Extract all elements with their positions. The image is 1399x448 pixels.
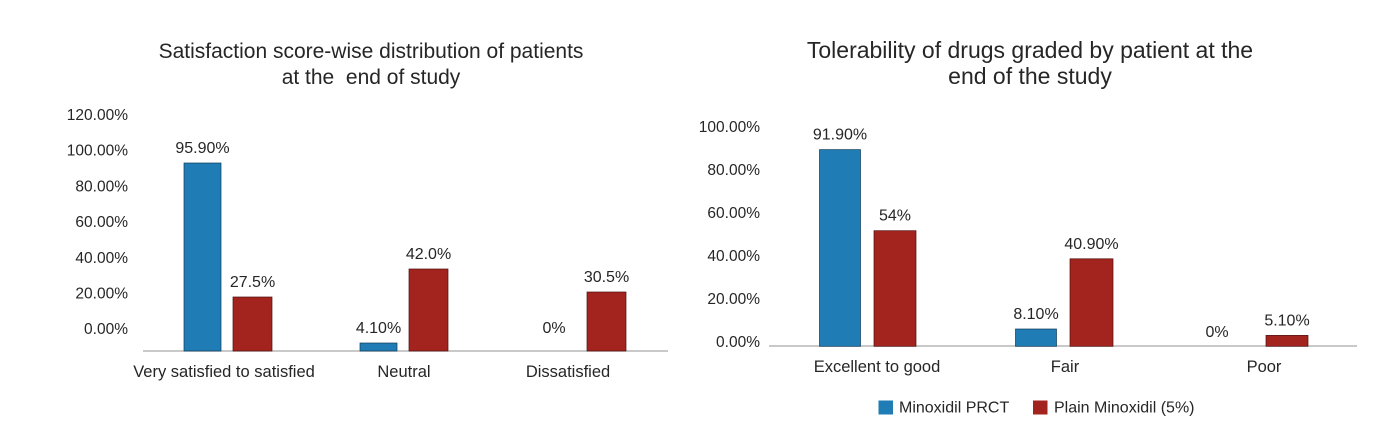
svg-text:0.00%: 0.00% bbox=[84, 321, 128, 338]
svg-text:at the end of study: at the end of study bbox=[282, 66, 461, 89]
svg-text:40.00%: 40.00% bbox=[75, 250, 128, 267]
svg-text:Tolerability of drugs graded b: Tolerability of drugs graded by patient … bbox=[807, 37, 1253, 63]
svg-text:Very satisfied to satisfied: Very satisfied to satisfied bbox=[133, 363, 315, 381]
svg-text:Fair: Fair bbox=[1051, 358, 1080, 376]
svg-text:0.00%: 0.00% bbox=[716, 334, 760, 351]
svg-text:95.90%: 95.90% bbox=[175, 140, 229, 157]
svg-text:Plain Minoxidil (5%): Plain Minoxidil (5%) bbox=[1054, 400, 1195, 417]
svg-text:20.00%: 20.00% bbox=[707, 291, 760, 308]
svg-text:Poor: Poor bbox=[1247, 358, 1282, 376]
svg-text:42.0%: 42.0% bbox=[406, 246, 451, 263]
svg-text:80.00%: 80.00% bbox=[707, 162, 760, 179]
svg-text:91.90%: 91.90% bbox=[813, 127, 867, 144]
svg-text:Dissatisfied: Dissatisfied bbox=[526, 363, 610, 381]
svg-text:60.00%: 60.00% bbox=[75, 214, 128, 231]
svg-text:54%: 54% bbox=[879, 208, 911, 225]
svg-text:20.00%: 20.00% bbox=[75, 286, 128, 303]
svg-text:120.00%: 120.00% bbox=[67, 107, 128, 124]
svg-text:40.90%: 40.90% bbox=[1064, 236, 1118, 253]
svg-text:60.00%: 60.00% bbox=[707, 205, 760, 222]
svg-text:4.10%: 4.10% bbox=[356, 320, 401, 337]
svg-text:Satisfaction score-wise distri: Satisfaction score-wise distribution of … bbox=[159, 40, 584, 63]
svg-text:40.00%: 40.00% bbox=[707, 248, 760, 265]
svg-text:0%: 0% bbox=[1205, 324, 1228, 341]
svg-text:100.00%: 100.00% bbox=[67, 143, 128, 160]
svg-text:end of the study: end of the study bbox=[948, 63, 1112, 89]
svg-text:100.00%: 100.00% bbox=[699, 119, 760, 136]
svg-text:27.5%: 27.5% bbox=[230, 274, 275, 291]
svg-text:Excellent to good: Excellent to good bbox=[814, 358, 941, 376]
svg-text:8.10%: 8.10% bbox=[1013, 306, 1058, 323]
svg-text:Minoxidil PRCT: Minoxidil PRCT bbox=[899, 400, 1009, 417]
svg-text:0%: 0% bbox=[542, 320, 565, 337]
svg-text:5.10%: 5.10% bbox=[1264, 312, 1309, 329]
svg-text:Neutral: Neutral bbox=[377, 363, 430, 381]
svg-text:30.5%: 30.5% bbox=[584, 269, 629, 286]
svg-text:80.00%: 80.00% bbox=[75, 178, 128, 195]
